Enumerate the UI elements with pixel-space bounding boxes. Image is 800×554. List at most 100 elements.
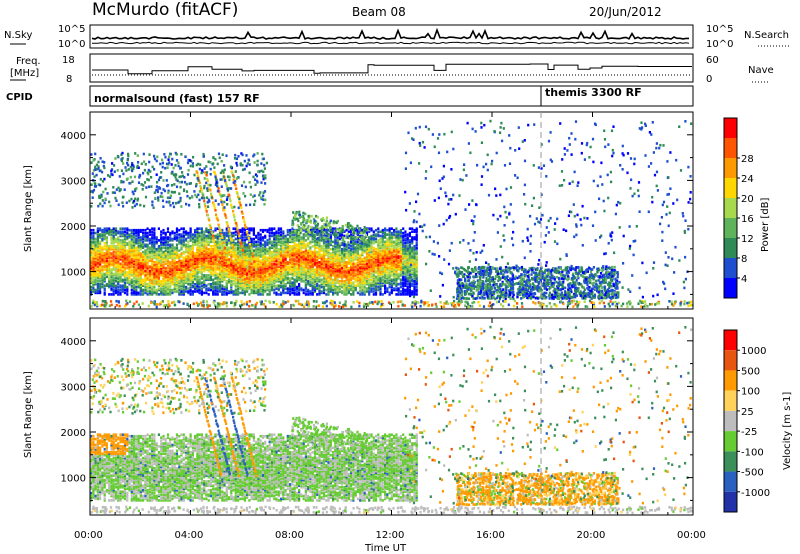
power-cell: [252, 227, 255, 230]
power-cell: [268, 293, 271, 296]
power-cell: [302, 288, 305, 292]
power-cell: [338, 246, 341, 249]
power-cell: [304, 262, 307, 266]
power-cell: [255, 258, 258, 261]
power-cell: [361, 274, 364, 277]
power-cell: [257, 284, 260, 287]
power-cell: [166, 266, 170, 270]
power-cell: [356, 250, 359, 254]
power-cell: [103, 277, 106, 280]
power-cell: [266, 262, 269, 266]
power-cell: [203, 265, 206, 268]
power-cell: [200, 271, 203, 274]
power-cell: [128, 233, 131, 236]
power-cell: [291, 287, 294, 290]
power-cell: [153, 250, 156, 254]
power-cell: [151, 282, 154, 286]
power-cell: [189, 255, 192, 258]
power-cell: [289, 250, 292, 254]
power-cell: [180, 265, 183, 268]
power-cell: [277, 275, 280, 279]
power-cell: [194, 239, 197, 242]
power-cell: [345, 288, 348, 292]
power-cell: [160, 274, 163, 277]
power-cell: [148, 269, 151, 273]
power-cell: [130, 293, 133, 296]
power-cell: [282, 275, 285, 279]
power-cell: [347, 291, 350, 295]
power-cell: [94, 242, 97, 245]
power-cell: [332, 291, 335, 295]
power-cell: [148, 246, 151, 249]
power-cell: [298, 265, 301, 268]
power-cell: [90, 288, 93, 292]
power-cell: [146, 239, 149, 242]
power-cell: [313, 278, 317, 282]
power-cell: [128, 265, 131, 268]
power-cell: [123, 240, 127, 244]
power-cell: [119, 255, 122, 258]
power-cell: [347, 280, 350, 283]
power-cell: [96, 234, 99, 238]
power-cell: [300, 275, 303, 279]
power-cell: [199, 187, 203, 190]
power-cell: [94, 275, 97, 279]
power-cell: [234, 266, 237, 270]
power-cell: [415, 242, 418, 245]
power-cell: [182, 230, 185, 233]
power-cell: [257, 271, 260, 274]
power-cell: [313, 268, 317, 271]
power-cell: [211, 234, 215, 237]
power-cell: [304, 249, 307, 252]
power-cell: [293, 262, 296, 266]
power-cell: [388, 262, 391, 266]
power-cell: [270, 231, 274, 235]
power-cell: [320, 239, 323, 242]
power-cell: [338, 268, 341, 271]
power-cell: [144, 278, 147, 282]
power-cell: [275, 271, 278, 274]
power-cell: [295, 237, 298, 241]
power-cell: [320, 259, 323, 263]
power-cell: [259, 259, 262, 263]
power-cell: [92, 236, 95, 239]
power-cell: [164, 239, 167, 242]
power-cell: [239, 268, 242, 271]
power-cell: [372, 262, 375, 266]
power-cell: [121, 243, 124, 247]
power-cell: [268, 290, 271, 293]
power-cell: [139, 237, 142, 241]
power-cell: [169, 236, 172, 239]
power-cell: [393, 250, 396, 254]
power-cell: [175, 247, 179, 251]
power-cell: [374, 291, 378, 295]
power-cell: [368, 259, 371, 263]
power-cell: [162, 287, 165, 290]
power-cell: [162, 228, 165, 232]
power-cell: [397, 262, 400, 266]
power-cell: [413, 281, 416, 284]
power-cell: [359, 278, 362, 282]
power-cell: [239, 269, 242, 273]
power-cell: [350, 271, 353, 274]
power-cell: [257, 269, 260, 273]
power-cell: [307, 258, 310, 261]
power-cell: [230, 272, 233, 276]
power-cell: [399, 281, 402, 284]
power-cell: [191, 245, 194, 248]
power-cell: [164, 280, 167, 283]
power-cell: [180, 253, 183, 257]
power-cell: [275, 234, 278, 238]
power-cell: [135, 240, 138, 244]
power-cell: [137, 282, 140, 286]
power-cell: [139, 277, 142, 280]
power-cell: [209, 259, 212, 263]
power-cell: [286, 290, 289, 293]
power-cell: [157, 259, 160, 263]
power-cell: [153, 240, 156, 244]
power-cell: [336, 243, 339, 247]
power-cell: [347, 284, 350, 287]
power-cell: [164, 284, 167, 287]
power-cell: [205, 259, 208, 263]
power-cell: [266, 288, 269, 292]
